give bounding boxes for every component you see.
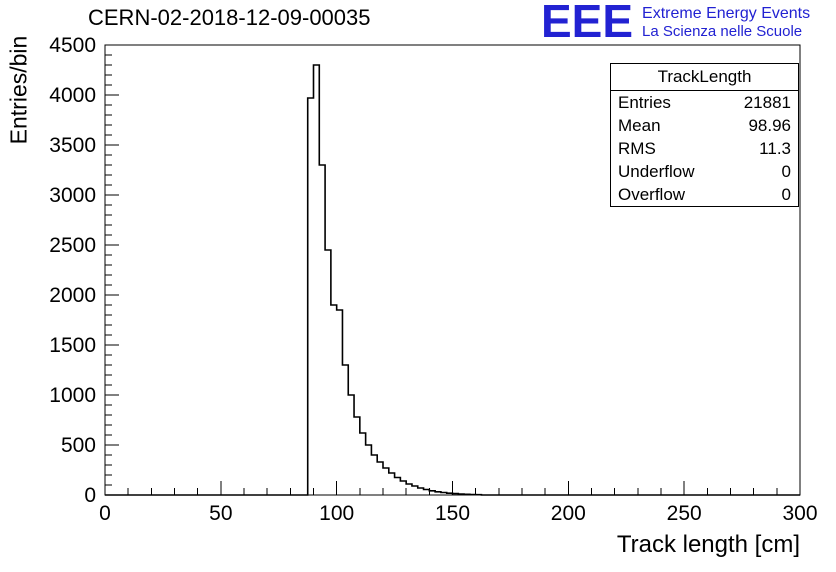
x-tick-label: 300 xyxy=(782,502,817,525)
x-tick-label: 200 xyxy=(551,502,586,525)
eee-logo-line1: Extreme Energy Events xyxy=(642,5,811,22)
x-tick-label: 100 xyxy=(319,502,354,525)
stats-row-label: RMS xyxy=(618,139,656,158)
y-tick-label: 0 xyxy=(84,484,96,507)
stats-row-value: 98.96 xyxy=(748,116,791,135)
x-axis-title: Track length [cm] xyxy=(616,531,800,558)
stats-box: TrackLength Entries 21881 Mean 98.96 RMS 11.3… xyxy=(610,63,799,207)
x-tick-label: 250 xyxy=(667,502,702,525)
stats-row: Mean 98.96 xyxy=(611,114,798,137)
y-tick-label: 3000 xyxy=(49,184,96,207)
stats-box-rows: Entries 21881 Mean 98.96 RMS 11.3 Underflow 0 Ov… xyxy=(611,91,798,206)
histogram-line xyxy=(105,64,800,496)
stats-box-title: TrackLength xyxy=(611,64,798,91)
stats-row: Underflow 0 xyxy=(611,160,798,183)
y-tick-label: 4500 xyxy=(49,34,96,57)
y-tick-label: 1500 xyxy=(49,334,96,357)
x-tick-label: 50 xyxy=(209,502,232,525)
x-tick-label: 150 xyxy=(435,502,470,525)
stats-row-label: Underflow xyxy=(618,162,695,181)
y-tick-label: 500 xyxy=(61,434,96,457)
y-tick-label: 2500 xyxy=(49,234,96,257)
y-tick-label: 4000 xyxy=(49,84,96,107)
stats-row: RMS 11.3 xyxy=(611,137,798,160)
stats-row-label: Entries xyxy=(618,93,671,112)
eee-logo-text: Extreme Energy Events La Scienza nelle S… xyxy=(642,0,810,41)
stats-row-value: 11.3 xyxy=(759,139,791,158)
x-tick-label: 0 xyxy=(99,502,111,525)
stats-row-value: 21881 xyxy=(743,93,791,112)
eee-logo-line2: La Scienza nelle Scuole xyxy=(642,23,803,40)
stats-row-label: Overflow xyxy=(618,185,686,204)
y-axis-title: Entries/bin xyxy=(5,35,32,145)
stats-row-value: 0 xyxy=(781,162,791,181)
plot-title: CERN-02-2018-12-09-00035 xyxy=(88,5,371,30)
y-tick-label: 1000 xyxy=(49,384,96,407)
stats-row-label: Mean xyxy=(618,116,661,135)
stats-row: Overflow 0 xyxy=(611,183,798,206)
y-tick-label: 3500 xyxy=(49,134,96,157)
stats-row: Entries 21881 xyxy=(611,91,798,114)
y-tick-label: 2000 xyxy=(49,284,96,307)
eee-logo: EEE Extreme Energy Events La Scienza nel… xyxy=(541,0,810,47)
stats-row-value: 0 xyxy=(781,185,791,204)
eee-logo-acronym: EEE xyxy=(541,0,634,47)
